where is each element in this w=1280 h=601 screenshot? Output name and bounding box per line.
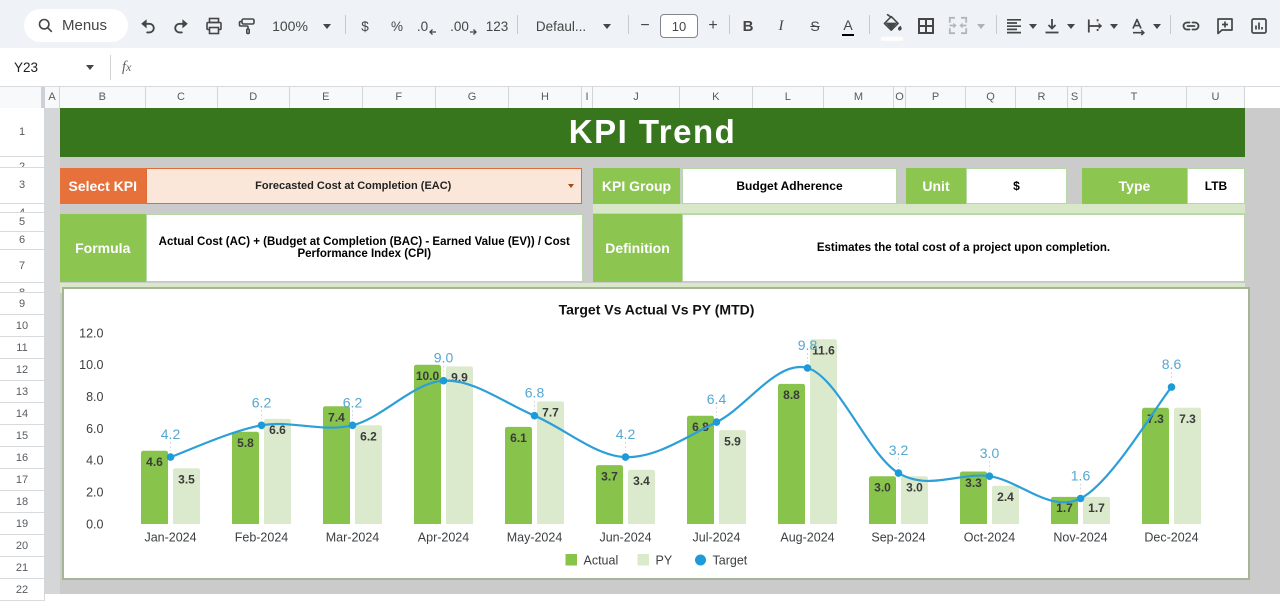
svg-text:1.7: 1.7 [1056,501,1073,515]
svg-text:6.6: 6.6 [269,423,286,437]
svg-text:May-2024: May-2024 [506,530,562,544]
svg-text:Aug-2024: Aug-2024 [780,530,834,544]
svg-text:12.0: 12.0 [79,326,103,340]
svg-text:1.6: 1.6 [1070,467,1090,483]
svg-text:Jun-2024: Jun-2024 [599,530,651,544]
svg-text:2.0: 2.0 [86,485,103,499]
svg-text:Jul-2024: Jul-2024 [692,530,740,544]
svg-text:6.8: 6.8 [692,420,709,434]
svg-text:7.3: 7.3 [1179,412,1196,426]
svg-text:10.0: 10.0 [415,369,439,383]
svg-text:11.6: 11.6 [812,343,835,357]
svg-text:3.7: 3.7 [601,469,618,483]
svg-text:Apr-2024: Apr-2024 [417,530,468,544]
svg-text:2.4: 2.4 [997,490,1014,504]
svg-text:10.0: 10.0 [79,358,103,372]
svg-text:6.8: 6.8 [524,384,544,400]
svg-text:Target: Target [712,553,747,567]
svg-text:0.0: 0.0 [86,517,103,531]
svg-text:3.0: 3.0 [906,480,923,494]
svg-text:3.3: 3.3 [965,475,982,489]
svg-text:PY: PY [655,553,672,567]
svg-text:Target Vs Actual Vs PY (MTD): Target Vs Actual Vs PY (MTD) [558,301,754,317]
svg-text:Oct-2024: Oct-2024 [963,530,1014,544]
svg-text:3.2: 3.2 [888,442,908,458]
svg-text:5.9: 5.9 [724,434,741,448]
svg-text:6.2: 6.2 [251,394,271,410]
svg-text:7.7: 7.7 [542,405,559,419]
svg-text:Feb-2024: Feb-2024 [234,530,288,544]
svg-text:6.1: 6.1 [510,431,527,445]
svg-text:3.4: 3.4 [633,474,650,488]
svg-text:5.8: 5.8 [237,436,254,450]
svg-text:Actual: Actual [583,553,618,567]
svg-text:1.7: 1.7 [1088,501,1105,515]
svg-text:6.4: 6.4 [706,391,726,407]
svg-text:Dec-2024: Dec-2024 [1144,530,1198,544]
svg-text:6.0: 6.0 [86,421,103,435]
svg-text:8.8: 8.8 [783,388,800,402]
svg-text:9.0: 9.0 [433,349,453,365]
svg-text:4.2: 4.2 [615,426,635,442]
svg-text:3.0: 3.0 [874,480,891,494]
svg-text:4.2: 4.2 [160,426,180,442]
svg-text:9.8: 9.8 [797,337,817,353]
svg-text:8.0: 8.0 [86,389,103,403]
svg-text:4.0: 4.0 [86,453,103,467]
svg-text:4.6: 4.6 [146,455,163,469]
svg-text:3.0: 3.0 [979,445,999,461]
svg-text:Nov-2024: Nov-2024 [1053,530,1107,544]
svg-text:7.4: 7.4 [328,410,345,424]
svg-text:3.5: 3.5 [178,472,195,486]
svg-text:6.2: 6.2 [360,429,377,443]
svg-text:Mar-2024: Mar-2024 [325,530,379,544]
svg-text:Sep-2024: Sep-2024 [871,530,925,544]
svg-text:8.6: 8.6 [1161,356,1181,372]
svg-text:6.2: 6.2 [342,394,362,410]
svg-text:Jan-2024: Jan-2024 [144,530,196,544]
